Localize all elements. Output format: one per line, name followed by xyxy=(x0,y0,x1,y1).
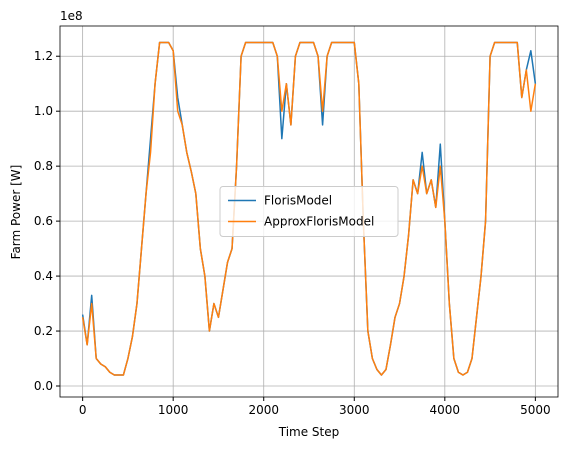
x-tick-label: 1000 xyxy=(158,403,189,417)
x-tick-label: 0 xyxy=(79,403,87,417)
x-axis-label: Time Step xyxy=(278,425,340,439)
plot-frame xyxy=(59,25,559,398)
series-line xyxy=(81,41,537,376)
legend-box xyxy=(219,186,399,237)
y-tick-label: 1.2 xyxy=(34,49,53,63)
y-tick-label: 0.2 xyxy=(34,324,53,338)
legend-label: FlorisModel xyxy=(264,194,332,208)
x-tick-label: 3000 xyxy=(339,403,370,417)
y-tick-label: 0.4 xyxy=(34,269,53,283)
y-tick-label: 0.6 xyxy=(34,214,53,228)
offset-label: 1e8 xyxy=(60,9,83,23)
y-tick-label: 0.0 xyxy=(34,379,53,393)
legend-label: ApproxFlorisModel xyxy=(264,215,374,229)
y-tick-label: 0.8 xyxy=(34,159,53,173)
legend: FlorisModel ApproxFlorisModel xyxy=(219,186,399,237)
x-tick-label: 5000 xyxy=(520,403,551,417)
x-tick-label: 2000 xyxy=(248,403,279,417)
y-tick-label: 1.0 xyxy=(34,104,53,118)
x-tick-label: 4000 xyxy=(430,403,461,417)
y-axis-label: Farm Power [W] xyxy=(9,165,23,260)
